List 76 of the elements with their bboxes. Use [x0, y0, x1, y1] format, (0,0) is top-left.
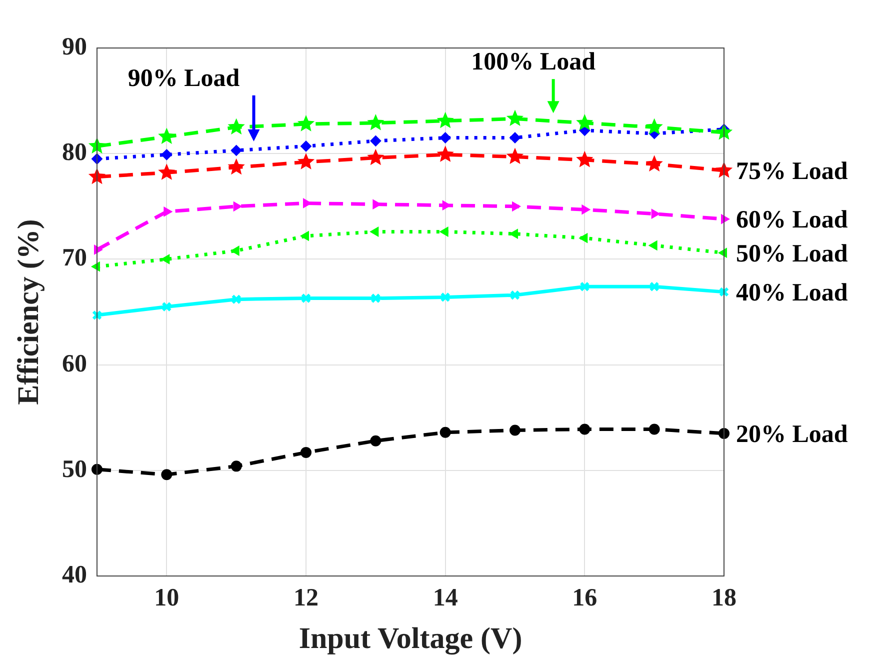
point: [440, 426, 451, 438]
point: [300, 293, 312, 304]
point: [370, 293, 381, 304]
point: [512, 202, 520, 212]
point: [579, 424, 590, 435]
point: [576, 114, 594, 130]
point: [230, 460, 242, 472]
x-tick-label: 18: [712, 584, 736, 612]
point: [648, 424, 660, 435]
point: [510, 229, 518, 239]
series-label: 100% Load: [471, 48, 596, 76]
y-tick-label: 90: [62, 33, 87, 60]
series-label: 20% Load: [736, 420, 848, 448]
point: [300, 446, 312, 458]
series-label: 60% Load: [736, 206, 848, 234]
y-tick-label: 80: [62, 139, 87, 166]
y-axis-title: Efficiency (%): [12, 219, 45, 405]
point: [436, 112, 454, 128]
series-label: 75% Load: [736, 158, 848, 185]
point: [510, 132, 520, 144]
point: [367, 114, 384, 130]
point: [648, 240, 658, 250]
point: [580, 282, 590, 292]
point: [715, 123, 733, 140]
point: [370, 226, 379, 237]
point: [228, 158, 245, 175]
y-tick-label: 50: [62, 456, 87, 483]
x-tick-label: 14: [432, 584, 458, 612]
point: [718, 428, 730, 439]
series-label: 50% Load: [736, 240, 848, 268]
point: [506, 148, 524, 164]
point: [646, 118, 663, 134]
point: [440, 132, 451, 144]
point: [300, 231, 309, 241]
point: [161, 469, 172, 480]
point: [582, 204, 590, 214]
point: [88, 168, 106, 184]
point: [576, 150, 594, 168]
point: [367, 148, 384, 166]
point: [646, 155, 663, 172]
point: [230, 144, 242, 156]
point: [436, 146, 454, 162]
text: 90% Load: [128, 64, 240, 92]
point: [506, 110, 524, 126]
point: [164, 206, 172, 217]
point: [510, 424, 520, 436]
y-tick-label: 40: [62, 561, 87, 588]
x-tick-label: 16: [572, 584, 598, 612]
point: [233, 202, 242, 212]
point: [649, 282, 660, 292]
point: [158, 164, 176, 180]
point: [440, 226, 448, 237]
point: [158, 128, 176, 144]
point: [510, 290, 520, 300]
point: [370, 435, 382, 446]
y-tick-label: 60: [62, 350, 87, 378]
point: [297, 115, 315, 132]
point: [161, 254, 170, 264]
point: [162, 302, 172, 312]
point: [88, 137, 106, 154]
x-tick-label: 12: [294, 584, 318, 612]
point: [300, 140, 312, 152]
point: [579, 233, 588, 243]
point: [297, 153, 315, 170]
x-tick-label: 10: [154, 584, 180, 612]
point: [231, 294, 242, 304]
point: [228, 118, 245, 134]
y-tick-label: 70: [62, 244, 87, 272]
x-axis-title: Input Voltage (V): [298, 622, 522, 655]
point: [161, 149, 172, 160]
point: [715, 161, 733, 178]
point: [440, 292, 450, 302]
point: [230, 246, 240, 256]
point: [370, 135, 382, 146]
point: [651, 208, 660, 219]
series-label: 40% Load: [736, 279, 848, 306]
